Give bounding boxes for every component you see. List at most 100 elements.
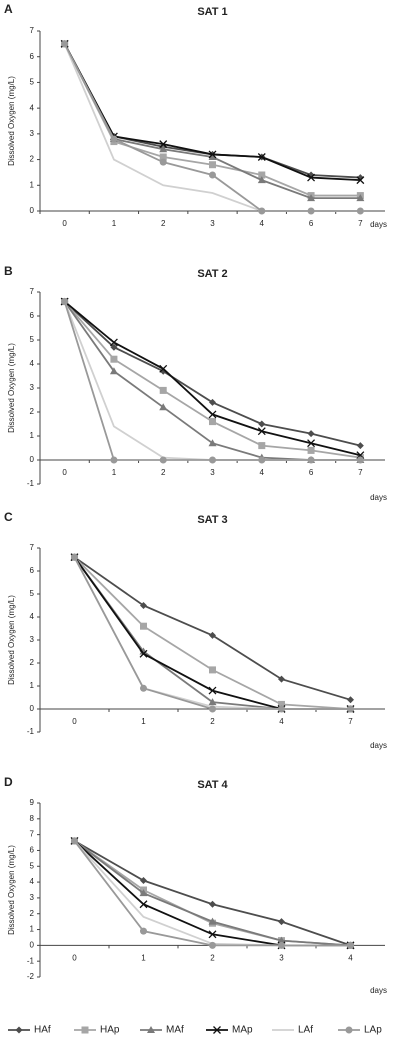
marker [209, 666, 216, 674]
x-tick-label: 2 [210, 953, 215, 962]
marker [209, 705, 216, 713]
marker [209, 941, 216, 949]
panel-label: C [4, 510, 13, 524]
chart-title: SAT 2 [197, 268, 227, 280]
marker [257, 176, 266, 184]
y-tick-label: 3 [30, 893, 35, 902]
panel-label: A [4, 2, 13, 16]
y-tick-label: 0 [30, 206, 35, 215]
marker [139, 889, 148, 897]
marker [258, 207, 266, 215]
marker [307, 446, 315, 454]
marker [208, 686, 217, 695]
marker [159, 456, 167, 464]
marker [140, 927, 147, 935]
marker [347, 705, 354, 713]
marker [159, 386, 167, 394]
marker [307, 194, 316, 202]
marker [257, 427, 266, 436]
x-tick-label: 0 [62, 468, 67, 477]
y-tick-label: 0 [30, 940, 35, 949]
marker [71, 837, 78, 845]
marker [61, 298, 69, 306]
chart-title: SAT 3 [197, 514, 227, 526]
marker [159, 158, 167, 166]
x-tick-label: 4 [279, 717, 284, 726]
y-tick-label: 5 [30, 589, 35, 598]
marker [109, 338, 118, 347]
y-tick-label: 6 [30, 846, 35, 855]
marker [213, 1026, 221, 1034]
marker [356, 207, 364, 215]
x-axis-label: days [370, 741, 387, 750]
x-tick-label: 0 [72, 953, 77, 962]
marker [139, 647, 148, 655]
marker [61, 40, 69, 48]
marker [208, 439, 217, 447]
y-tick-label: 0 [30, 704, 35, 713]
legend-label: HAf [34, 1025, 51, 1036]
x-tick-label: 1 [141, 953, 146, 962]
marker [209, 161, 216, 169]
marker [209, 631, 216, 639]
y-tick-label: 0 [30, 455, 35, 464]
marker [307, 430, 315, 438]
y-tick-label: 5 [30, 78, 35, 87]
marker [81, 1026, 89, 1034]
y-tick-label: 2 [30, 658, 35, 667]
x-tick-label: 0 [72, 717, 77, 726]
legend-label: HAp [100, 1025, 120, 1036]
marker [110, 135, 118, 143]
marker [209, 900, 216, 908]
y-tick-label: 5 [30, 335, 35, 344]
chart-title: SAT 1 [197, 6, 227, 18]
marker [208, 930, 217, 939]
marker [140, 602, 147, 609]
marker [278, 918, 285, 926]
y-tick-label: -1 [27, 956, 35, 965]
legend-label: LAp [364, 1025, 382, 1036]
x-tick-label: 7 [358, 219, 363, 228]
marker [208, 410, 217, 419]
series-line [73, 840, 351, 947]
y-axis-label: Dissolved Oxygen (mg/L) [7, 595, 16, 685]
marker [208, 150, 217, 159]
y-tick-label: 1 [30, 431, 35, 440]
series-line [73, 840, 351, 947]
marker [278, 941, 285, 949]
series-line [63, 301, 361, 461]
marker [208, 153, 217, 160]
panel-label: B [4, 264, 13, 278]
marker [307, 173, 316, 182]
marker [307, 207, 315, 215]
marker [356, 456, 364, 464]
series-line [73, 556, 351, 701]
marker [258, 442, 266, 450]
marker [278, 700, 285, 708]
x-tick-label: 6 [309, 219, 314, 228]
x-axis-label: days [370, 493, 387, 502]
y-axis-label: Dissolved Oxygen (mg/L) [7, 343, 16, 433]
marker [208, 917, 217, 925]
series-line [63, 301, 361, 461]
marker [209, 398, 216, 406]
marker [258, 171, 266, 179]
series-line [63, 301, 361, 461]
x-tick-label: 7 [358, 468, 363, 477]
marker [159, 140, 168, 149]
y-tick-label: 2 [30, 407, 35, 416]
marker [347, 941, 354, 949]
marker [159, 145, 168, 153]
marker [139, 900, 148, 909]
marker [109, 367, 118, 375]
legend-label: MAf [166, 1025, 184, 1036]
marker [15, 1026, 23, 1034]
x-tick-label: 3 [279, 953, 284, 962]
marker [139, 649, 148, 658]
y-tick-label: 3 [30, 383, 35, 392]
x-axis-label: days [370, 220, 387, 229]
y-axis-label: Dissolved Oxygen (mg/L) [7, 76, 16, 166]
y-tick-label: 3 [30, 635, 35, 644]
marker [257, 153, 266, 161]
marker [258, 456, 266, 464]
